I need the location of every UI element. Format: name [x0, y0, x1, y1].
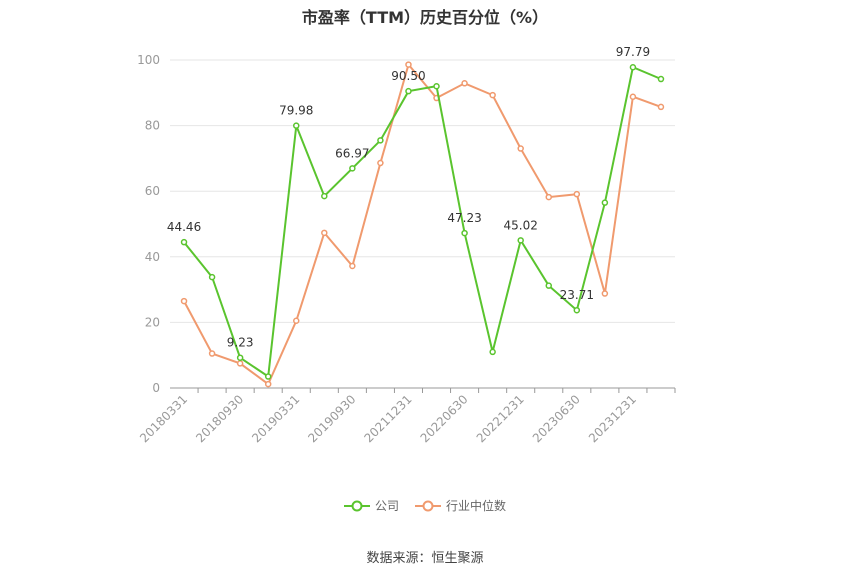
data-point-industry — [264, 380, 272, 388]
data-point-company — [629, 63, 637, 71]
legend-marker-company — [343, 500, 370, 511]
data-label: 90.50 — [391, 69, 425, 83]
data-label: 47.23 — [447, 211, 481, 225]
data-point-industry — [405, 61, 412, 68]
x-tick-label: 20190331 — [249, 392, 302, 445]
data-label: 9.23 — [227, 336, 254, 350]
x-tick-label: 20220630 — [418, 392, 471, 445]
legend-label-industry: 行业中位数 — [446, 499, 507, 513]
data-point-company — [293, 122, 300, 129]
data-point-company — [236, 354, 244, 361]
data-point-company — [321, 192, 328, 200]
x-tick-label: 20221231 — [474, 392, 527, 445]
y-tick-label: 100 — [137, 53, 160, 67]
data-point-company — [349, 165, 356, 172]
data-point-company — [405, 87, 412, 95]
legend-marker-industry — [415, 500, 441, 511]
data-point-company — [377, 137, 384, 144]
data-label: 79.98 — [279, 104, 313, 118]
legend: 公司 行业中位数 — [0, 497, 850, 514]
y-tick-label: 80 — [145, 119, 160, 133]
series-line-industry — [183, 62, 662, 386]
data-point-industry — [657, 103, 665, 111]
data-point-industry — [180, 297, 188, 305]
source-note: 数据来源：恒生聚源 — [366, 551, 484, 566]
data-point-company — [208, 273, 216, 281]
x-tick-label: 20180930 — [193, 392, 246, 445]
legend-item-industry[interactable]: 行业中位数 — [415, 497, 506, 514]
data-point-industry — [573, 190, 581, 198]
data-point-industry — [601, 290, 609, 297]
data-point-company — [517, 237, 524, 244]
data-point-company — [433, 82, 440, 90]
data-point-industry — [349, 262, 356, 270]
y-tick-label: 60 — [145, 184, 160, 198]
data-label: 23.71 — [560, 288, 594, 302]
data-point-industry — [629, 93, 637, 100]
data-point-company — [180, 238, 188, 246]
data-point-industry — [208, 350, 216, 357]
x-tick-label: 20211231 — [362, 392, 415, 445]
data-point-industry — [545, 193, 552, 201]
data-point-industry — [489, 91, 496, 99]
data-point-company — [489, 348, 496, 356]
legend-item-company[interactable]: 公司 — [343, 497, 399, 514]
series-line-company — [183, 65, 662, 379]
y-tick-label: 20 — [145, 315, 160, 329]
legend-label-company: 公司 — [374, 499, 399, 513]
x-tick-label: 20190930 — [305, 392, 358, 445]
y-tick-label: 0 — [152, 381, 160, 395]
data-label: 97.79 — [616, 45, 650, 59]
data-point-industry — [293, 317, 300, 325]
x-tick-label: 20180331 — [137, 392, 190, 445]
data-label: 44.46 — [167, 220, 201, 234]
data-point-company — [657, 75, 665, 83]
data-point-company — [545, 282, 552, 289]
data-point-industry — [321, 229, 328, 237]
data-point-industry — [461, 80, 468, 87]
data-point-company — [573, 306, 581, 314]
data-point-industry — [377, 159, 384, 167]
chart-title: 市盈率（TTM）历史百分位（%） — [301, 8, 549, 27]
y-tick-label: 40 — [145, 250, 160, 264]
data-point-company — [601, 199, 609, 206]
x-tick-label: 20231231 — [586, 392, 639, 445]
data-point-industry — [517, 145, 524, 152]
x-tick-label: 20230630 — [530, 392, 583, 445]
data-label: 45.02 — [504, 218, 538, 232]
data-point-company — [264, 373, 272, 380]
data-point-industry — [236, 360, 244, 367]
data-label: 66.97 — [335, 146, 369, 160]
data-point-company — [461, 229, 468, 237]
